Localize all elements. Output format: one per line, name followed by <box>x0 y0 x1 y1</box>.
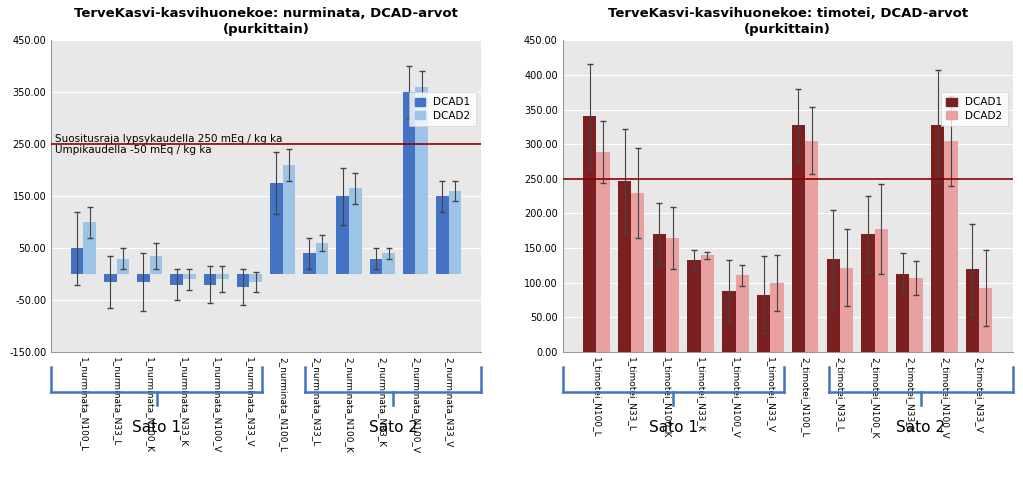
Bar <box>369 259 383 274</box>
Title: TerveKasvi-kasvihuonekoe: timotei, DCAD-arvot
(purkittain): TerveKasvi-kasvihuonekoe: timotei, DCAD-… <box>608 8 968 36</box>
Bar <box>149 256 163 274</box>
Bar <box>415 87 428 274</box>
Bar <box>383 254 395 274</box>
Bar <box>183 274 195 279</box>
Bar <box>270 183 282 274</box>
Bar <box>618 181 631 352</box>
Bar <box>701 255 714 352</box>
Bar <box>792 125 805 352</box>
Bar <box>250 274 262 282</box>
Bar <box>944 141 958 352</box>
Text: Sato 1: Sato 1 <box>132 420 181 435</box>
Bar <box>71 248 83 274</box>
Bar <box>805 141 818 352</box>
Bar <box>449 191 461 274</box>
Bar <box>966 269 979 352</box>
Legend: DCAD1, DCAD2: DCAD1, DCAD2 <box>409 92 476 126</box>
Bar <box>736 275 749 352</box>
Text: Sato 2: Sato 2 <box>896 420 945 435</box>
Bar <box>316 243 328 274</box>
Bar <box>282 165 296 274</box>
Bar <box>931 125 944 352</box>
Bar <box>875 229 888 352</box>
Bar <box>653 234 666 352</box>
Text: Suositusraja lypsykaudella 250 mEq / kg ka
Umpikaudella -50 mEq / kg ka: Suositusraja lypsykaudella 250 mEq / kg … <box>55 134 282 155</box>
Bar <box>770 283 784 352</box>
Bar <box>436 196 449 274</box>
Bar <box>204 274 216 285</box>
Bar <box>349 189 362 274</box>
Bar <box>83 222 96 274</box>
Bar <box>303 254 316 274</box>
Bar <box>104 274 117 282</box>
Bar <box>216 274 229 279</box>
Bar <box>236 274 250 287</box>
Bar <box>757 295 770 352</box>
Bar <box>583 117 596 352</box>
Title: TerveKasvi-kasvihuonekoe: nurminata, DCAD-arvot
(purkittain): TerveKasvi-kasvihuonekoe: nurminata, DCA… <box>74 8 458 36</box>
Bar <box>861 234 875 352</box>
Bar <box>827 259 840 352</box>
Bar <box>687 260 701 352</box>
Bar <box>117 259 129 274</box>
Bar <box>840 268 853 352</box>
Bar <box>979 288 992 352</box>
Bar <box>896 274 909 352</box>
Legend: DCAD1, DCAD2: DCAD1, DCAD2 <box>941 92 1008 126</box>
Bar <box>631 193 644 352</box>
Bar <box>170 274 183 285</box>
Bar <box>403 92 415 274</box>
Text: Sato 1: Sato 1 <box>649 420 698 435</box>
Bar <box>722 291 736 352</box>
Text: Sato 2: Sato 2 <box>368 420 417 435</box>
Bar <box>596 152 610 352</box>
Bar <box>909 278 923 352</box>
Bar <box>666 238 679 352</box>
Bar <box>137 274 149 282</box>
Bar <box>337 196 349 274</box>
